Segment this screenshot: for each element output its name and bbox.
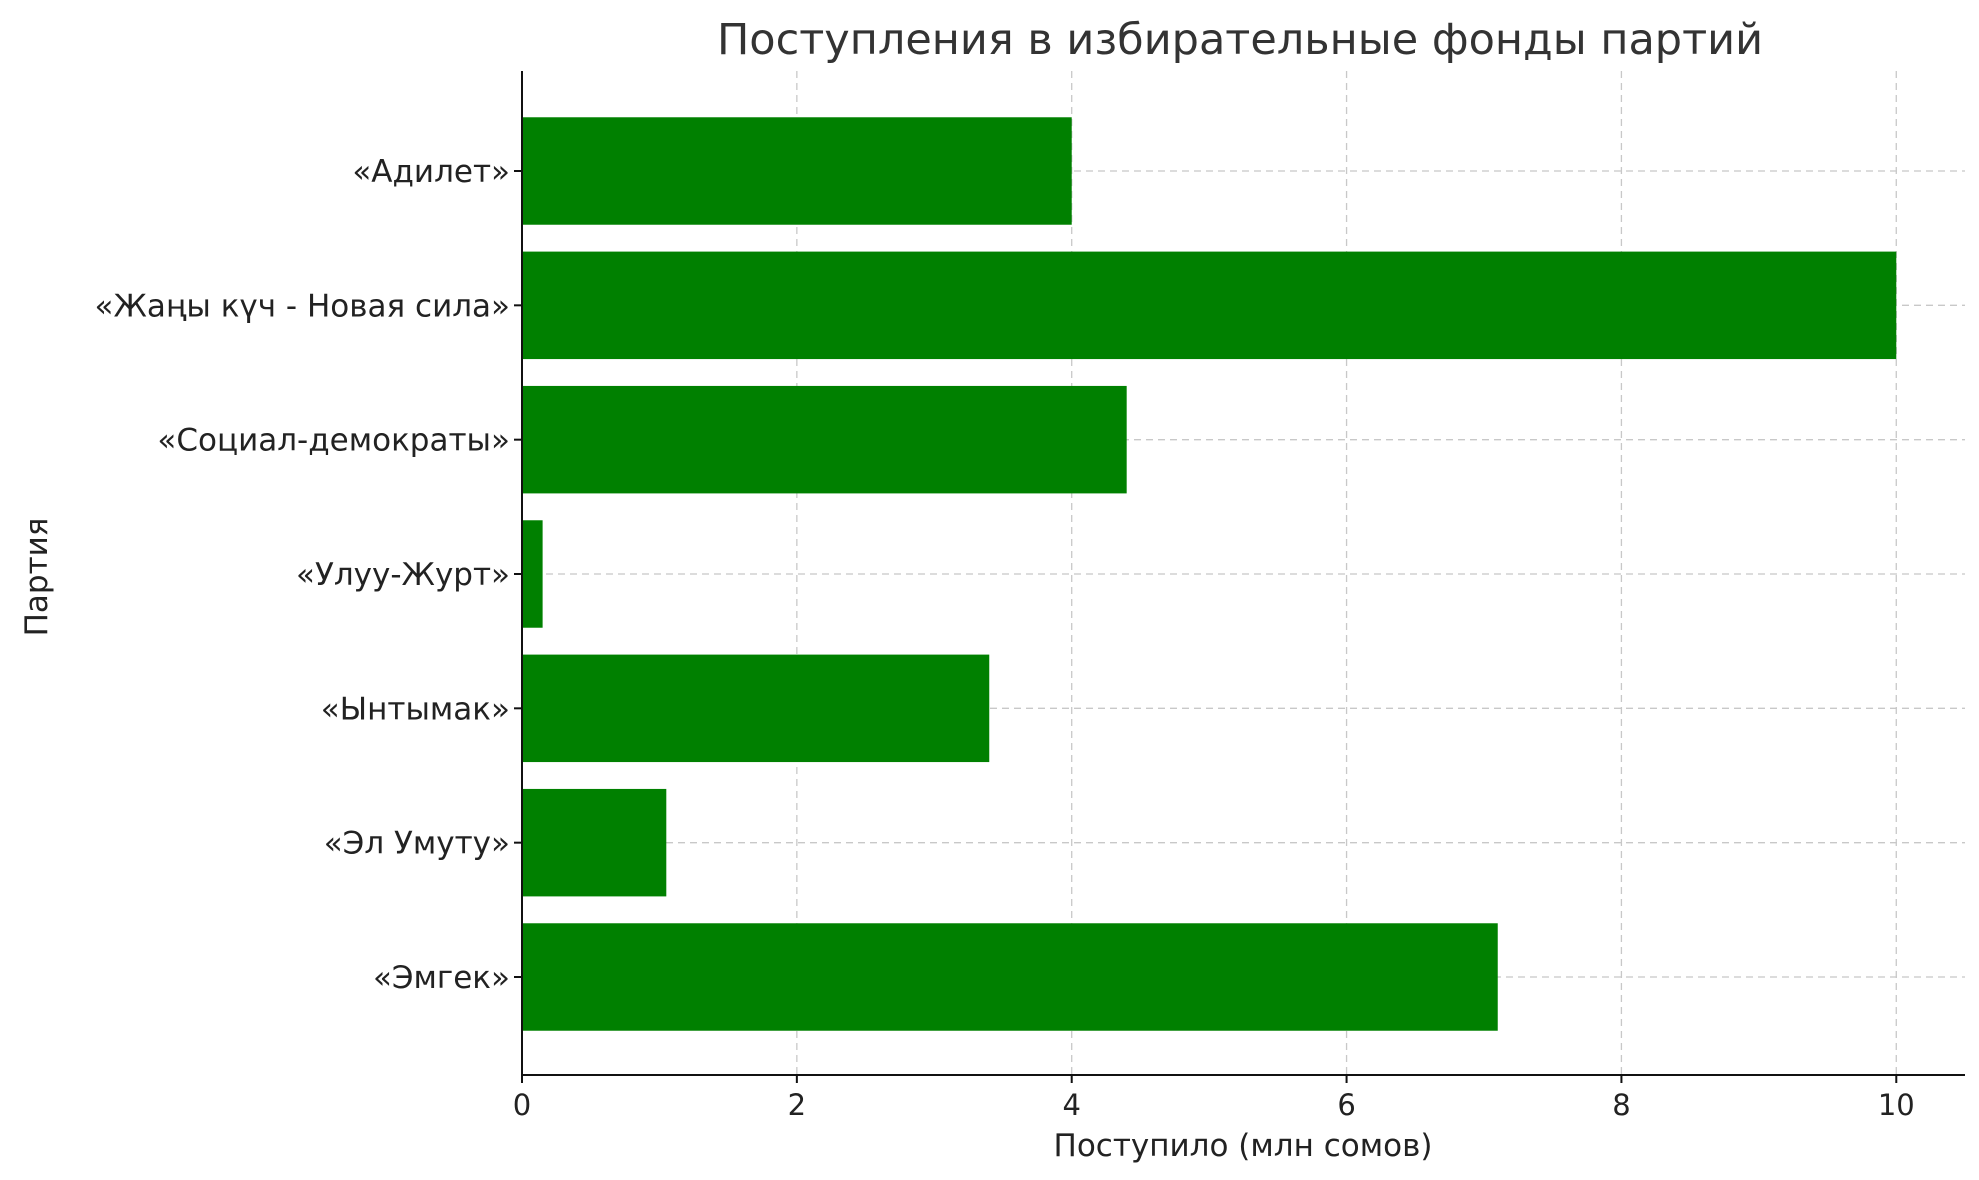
x-tick-label: 0: [513, 1088, 531, 1122]
category-label: «Эл Умуту»: [324, 826, 510, 862]
x-tick-label: 8: [1612, 1088, 1630, 1122]
category-label: «Жаңы күч - Новая сила»: [95, 288, 510, 324]
x-axis-label: Поступило (млн сомов): [1054, 1128, 1433, 1164]
bars-layer: [522, 117, 1897, 1031]
bar: [522, 117, 1072, 225]
x-tick-label: 10: [1878, 1088, 1915, 1122]
x-tick-label: 2: [788, 1088, 806, 1122]
x-tick-label: 4: [1062, 1088, 1080, 1122]
y-ticks: «Адилет» «Жаңы күч - Новая сила» «Социал-д…: [95, 154, 522, 996]
bar: [522, 654, 990, 763]
chart-title: Поступления в избирательные фонды партий: [717, 15, 1763, 65]
x-ticks: 0 2 4 6 8 10: [513, 1075, 1915, 1122]
bar: [522, 251, 1897, 360]
category-label: «Социал-демократы»: [157, 423, 510, 459]
category-label: «Ынтымак»: [321, 691, 510, 727]
category-label: «Улуу-Журт»: [296, 557, 510, 593]
x-tick-label: 6: [1337, 1088, 1355, 1122]
bar: [522, 923, 1498, 1031]
bar: [522, 788, 667, 897]
category-label: «Эмгек»: [373, 960, 510, 996]
bar: [522, 520, 543, 628]
bar: [522, 385, 1127, 494]
y-axis-label: Партия: [19, 518, 55, 637]
category-label: «Адилет»: [352, 154, 510, 190]
